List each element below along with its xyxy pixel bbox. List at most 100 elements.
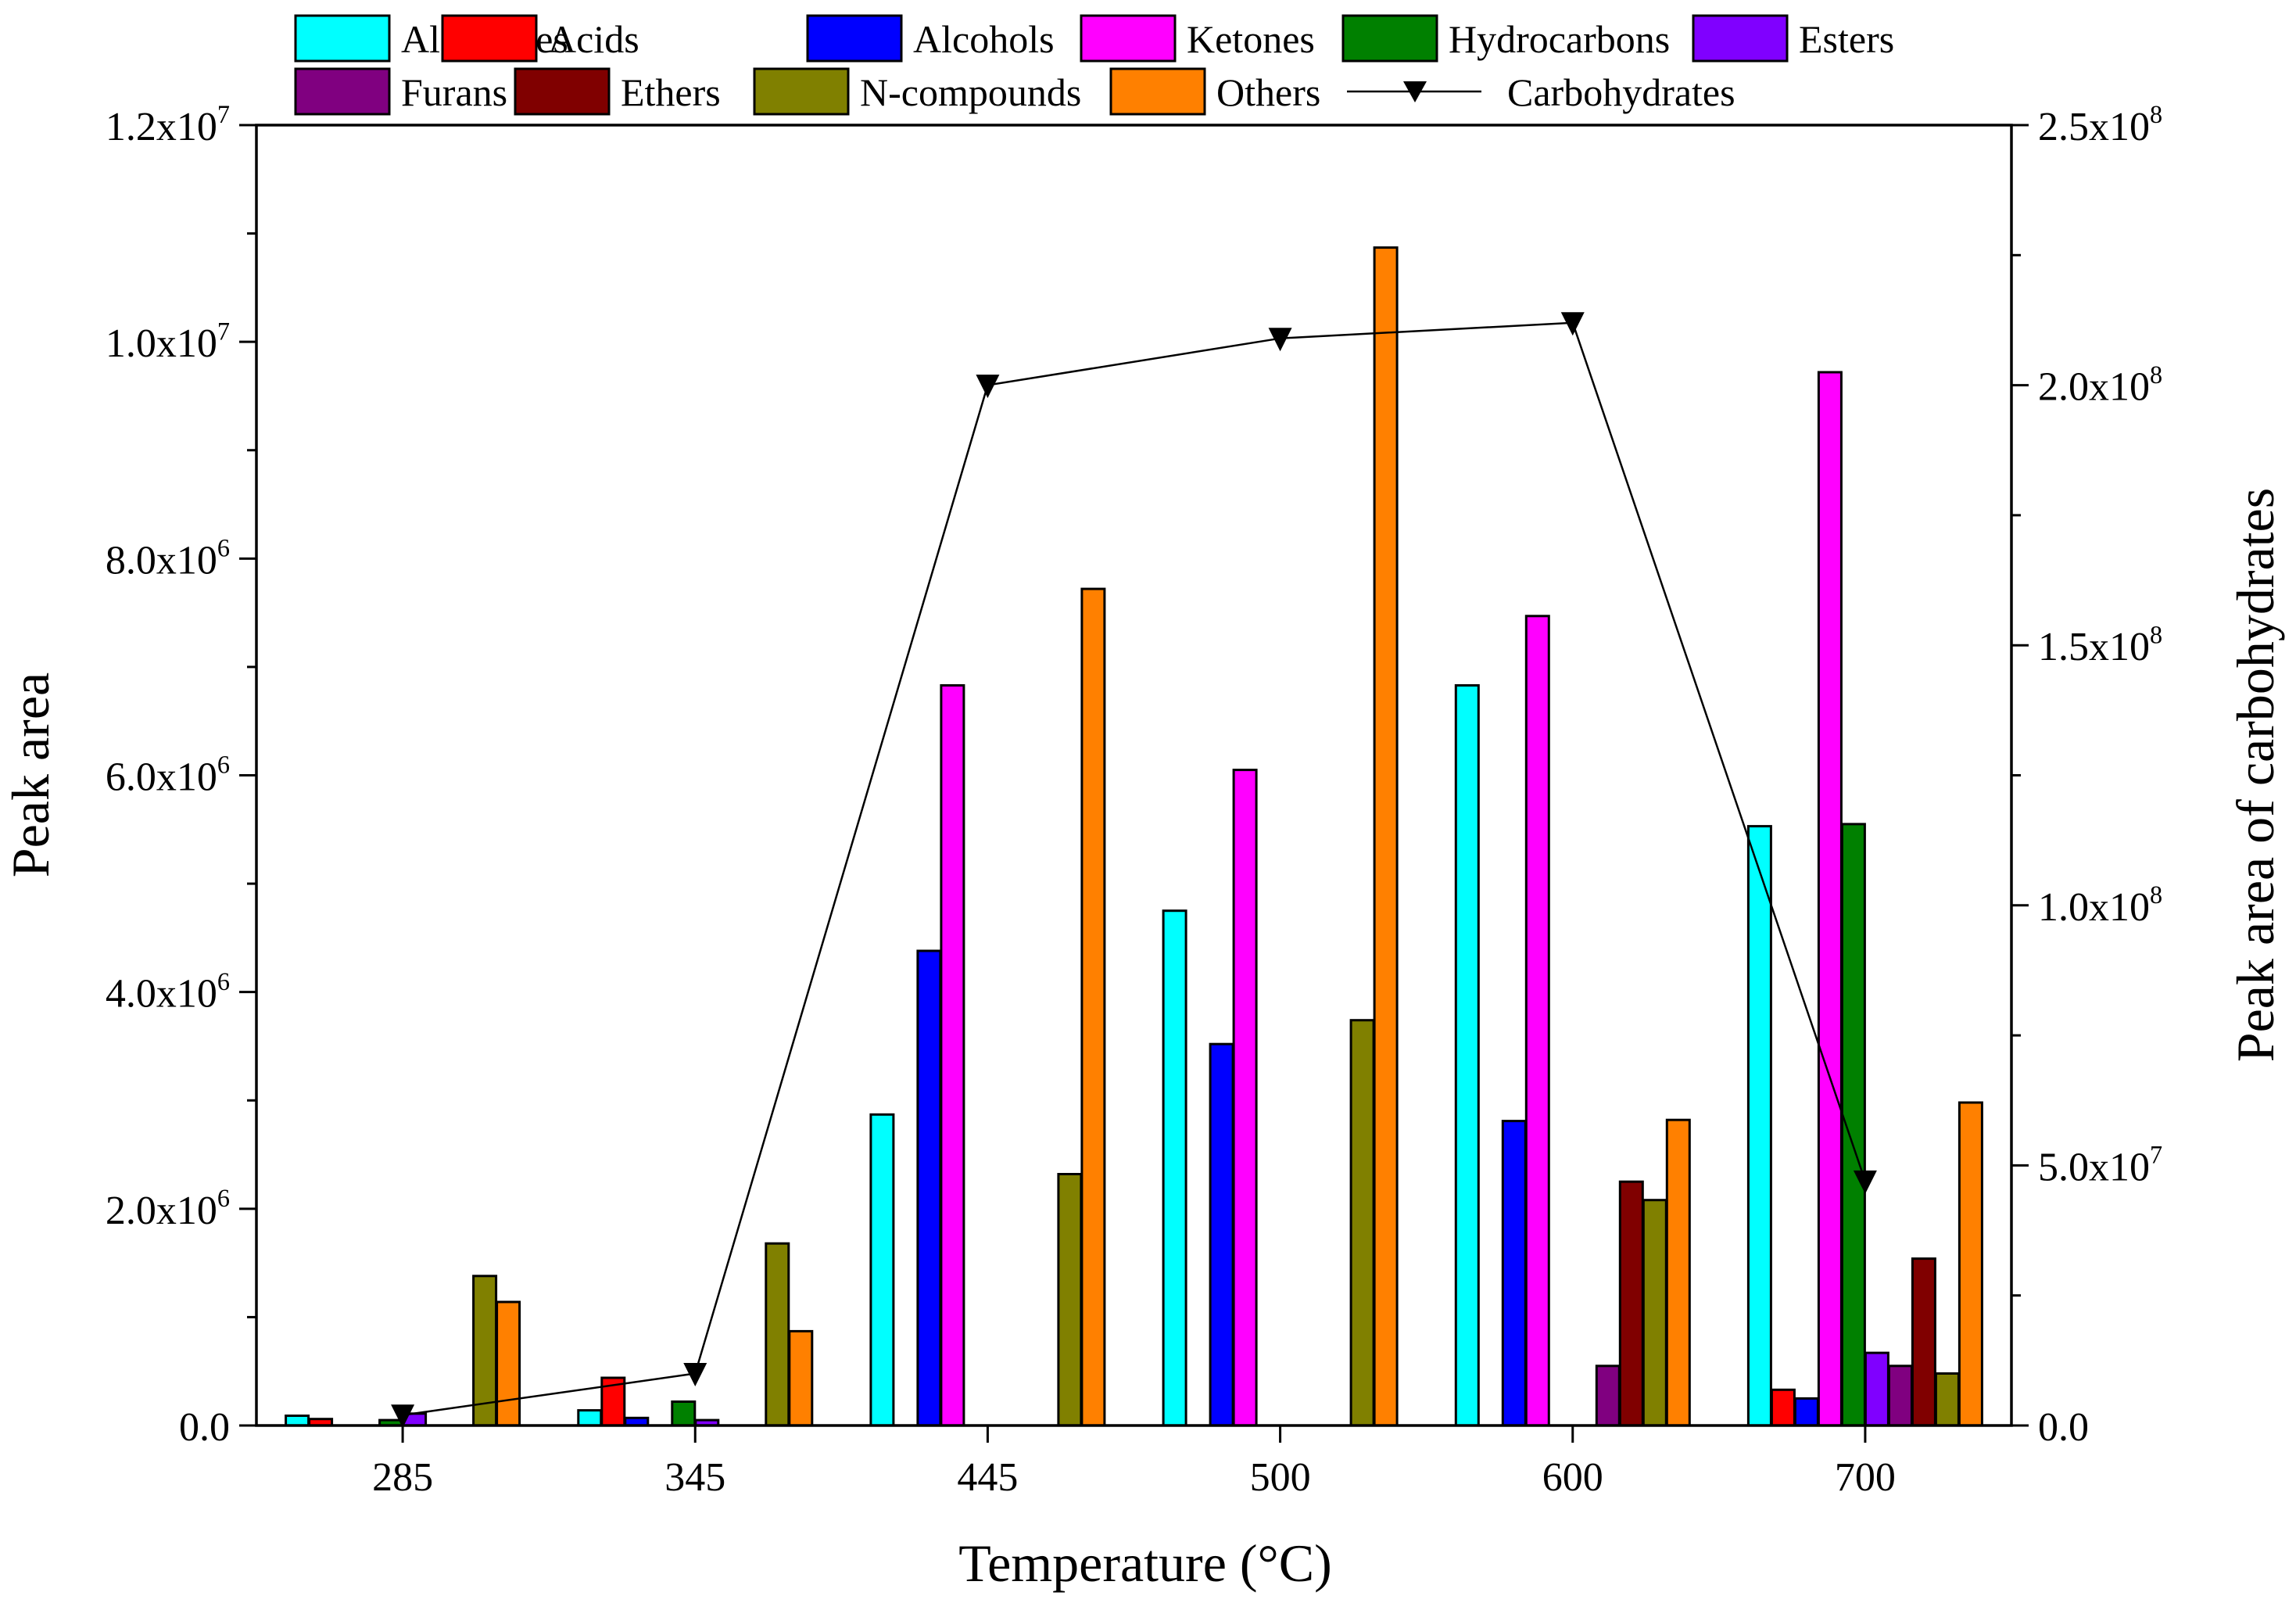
carbohydrates-point-445 bbox=[976, 375, 1000, 399]
bar-n-compounds-345 bbox=[765, 1242, 790, 1427]
bar-ketones-500 bbox=[1232, 769, 1258, 1427]
bar-others-345 bbox=[788, 1329, 814, 1427]
left-tick-label-6-0x106: 6.0x106 bbox=[106, 751, 230, 800]
legend-swatch-hydrocarbons bbox=[1341, 14, 1438, 63]
bar-n-compounds-700 bbox=[1934, 1372, 1960, 1427]
bar-acids-700 bbox=[1770, 1388, 1796, 1427]
legend-swatch-ethers bbox=[514, 67, 611, 116]
legend-marker-carbohydrates bbox=[1403, 81, 1427, 102]
carbohydrates-line bbox=[402, 321, 1867, 1416]
carbohydrates-point-345 bbox=[683, 1362, 707, 1386]
carbohydrates-point-500 bbox=[1268, 328, 1292, 352]
bar-aldehydes-445 bbox=[869, 1113, 895, 1427]
left-tick-label-4-0x106: 4.0x106 bbox=[106, 967, 230, 1017]
left-tick-label-1-2x107: 1.2x107 bbox=[106, 100, 230, 149]
legend-label-hydrocarbons: Hydrocarbons bbox=[1449, 17, 1670, 61]
x-tick-label-700: 700 bbox=[1835, 1455, 1896, 1500]
left-tick-label-8-0x106-exponent: 6 bbox=[217, 533, 230, 561]
left-tick-label-4-0x106-exponent: 6 bbox=[217, 967, 230, 995]
left-tick-label-2-0x106-exponent: 6 bbox=[217, 1184, 230, 1212]
left-tick-label-0-0: 0.0 bbox=[179, 1405, 230, 1450]
bar-hydrocarbons-345 bbox=[671, 1400, 697, 1427]
legend-label-ethers: Ethers bbox=[621, 70, 721, 114]
carbohydrates-point-700 bbox=[1853, 1170, 1877, 1194]
legend-label-acids: Acids bbox=[548, 17, 639, 61]
left-tick-label-6-0x106-mantissa: 6.0x10 bbox=[106, 755, 217, 800]
y2-axis-title: Peak area of carbohydrates bbox=[2226, 488, 2285, 1062]
left-tick-label-1-0x107-mantissa: 1.0x10 bbox=[106, 321, 217, 366]
right-tick-label-2-0x108: 2.0x108 bbox=[2038, 360, 2162, 410]
bar-ketones-600 bbox=[1524, 615, 1550, 1427]
bar-esters-700 bbox=[1864, 1351, 1889, 1427]
bar-others-285 bbox=[496, 1300, 521, 1427]
bar-alcohols-500 bbox=[1209, 1042, 1234, 1427]
legend-swatch-alcohols bbox=[806, 14, 903, 63]
legend-label-furans: Furans bbox=[401, 70, 507, 114]
left-tick-label-6-0x106-exponent: 6 bbox=[217, 751, 230, 779]
right-tick-label-0-0-mantissa: 0.0 bbox=[2038, 1405, 2089, 1450]
bar-ethers-700 bbox=[1911, 1257, 1936, 1427]
legend-swatch-acids bbox=[441, 14, 538, 63]
right-tick-label-2-5x108: 2.5x108 bbox=[2038, 100, 2162, 149]
legend-label-alcohols: Alcohols bbox=[913, 17, 1055, 61]
legend-swatch-aldehydes bbox=[294, 14, 391, 63]
legend-swatch-others bbox=[1109, 67, 1206, 116]
bar-alcohols-445 bbox=[916, 949, 942, 1427]
x-tick-label-600: 600 bbox=[1542, 1455, 1603, 1500]
bar-others-500 bbox=[1373, 246, 1399, 1427]
bar-n-compounds-445 bbox=[1057, 1173, 1083, 1427]
legend-label-ketones: Ketones bbox=[1187, 17, 1315, 61]
right-tick-label-2-5x108-mantissa: 2.5x10 bbox=[2038, 105, 2150, 149]
bar-aldehydes-500 bbox=[1162, 909, 1187, 1427]
bar-others-445 bbox=[1080, 587, 1106, 1427]
bar-furans-700 bbox=[1887, 1365, 1913, 1427]
bar-aldehydes-345 bbox=[577, 1409, 603, 1427]
bar-furans-600 bbox=[1595, 1365, 1621, 1427]
legend: AldehydesAcidsAlcoholsKetonesHydrocarbon… bbox=[294, 14, 1894, 116]
legend-swatch-ketones bbox=[1080, 14, 1177, 63]
bar-ethers-600 bbox=[1618, 1180, 1644, 1427]
bar-ketones-445 bbox=[940, 684, 965, 1427]
right-tick-label-2-5x108-exponent: 8 bbox=[2150, 100, 2162, 128]
left-axis-ticks: 0.02.0x1064.0x1066.0x1068.0x1061.0x1071.… bbox=[106, 100, 256, 1450]
right-tick-label-1-5x108: 1.5x108 bbox=[2038, 620, 2162, 669]
right-tick-label-5-0x107-mantissa: 5.0x10 bbox=[2038, 1145, 2150, 1189]
bar-aldehydes-700 bbox=[1746, 825, 1772, 1427]
left-tick-label-1-2x107-mantissa: 1.2x10 bbox=[106, 105, 217, 149]
right-tick-label-5-0x107-exponent: 7 bbox=[2150, 1141, 2162, 1169]
carbohydrates-point-600 bbox=[1560, 312, 1585, 336]
left-tick-label-2-0x106-mantissa: 2.0x10 bbox=[106, 1189, 217, 1233]
bar-alcohols-700 bbox=[1793, 1397, 1819, 1427]
bar-others-700 bbox=[1958, 1101, 1983, 1427]
right-tick-label-1-5x108-exponent: 8 bbox=[2150, 620, 2162, 648]
x-tick-label-445: 445 bbox=[957, 1455, 1018, 1500]
legend-label-esters: Esters bbox=[1799, 17, 1894, 61]
x-tick-label-345: 345 bbox=[664, 1455, 725, 1500]
left-tick-label-8-0x106: 8.0x106 bbox=[106, 533, 230, 583]
left-tick-label-0-0-mantissa: 0.0 bbox=[179, 1405, 230, 1450]
right-tick-label-2-0x108-exponent: 8 bbox=[2150, 360, 2162, 389]
right-tick-label-0-0: 0.0 bbox=[2038, 1405, 2089, 1450]
left-tick-label-1-2x107-exponent: 7 bbox=[217, 100, 230, 128]
legend-swatch-furans bbox=[294, 67, 391, 116]
left-tick-label-1-0x107: 1.0x107 bbox=[106, 317, 230, 366]
right-tick-label-1-0x108: 1.0x108 bbox=[2038, 880, 2162, 930]
legend-label-n-compounds: N-compounds bbox=[860, 70, 1081, 114]
carbohydrates-point-285 bbox=[391, 1404, 415, 1429]
left-tick-label-4-0x106-mantissa: 4.0x10 bbox=[106, 972, 217, 1017]
legend-swatch-esters bbox=[1692, 14, 1789, 63]
x-axis-ticks: 285 345 445 500 600 700 bbox=[372, 1425, 1896, 1500]
carbohydrates-line-layer bbox=[391, 312, 1877, 1429]
right-tick-label-5-0x107: 5.0x107 bbox=[2038, 1141, 2162, 1190]
legend-label-others: Others bbox=[1216, 70, 1320, 114]
legend-swatch-n-compounds bbox=[753, 67, 850, 116]
bar-aldehydes-285 bbox=[285, 1415, 310, 1427]
legend-label-carbohydrates: Carbohydrates bbox=[1507, 70, 1735, 114]
left-tick-label-8-0x106-mantissa: 8.0x10 bbox=[106, 538, 217, 583]
bar-aldehydes-600 bbox=[1454, 684, 1480, 1427]
bar-n-compounds-500 bbox=[1349, 1019, 1375, 1427]
bar-others-600 bbox=[1665, 1118, 1691, 1427]
